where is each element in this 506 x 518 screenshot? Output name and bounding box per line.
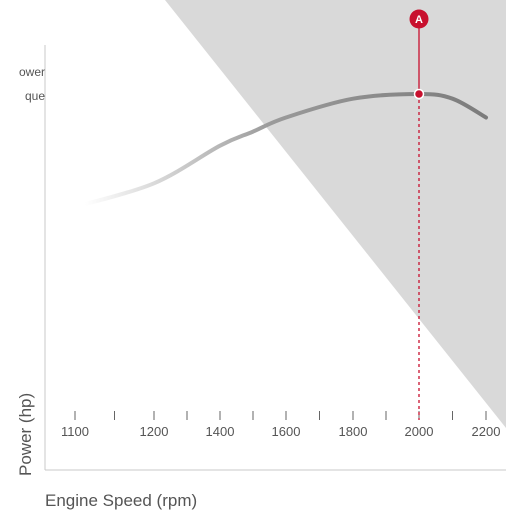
marker-point[interactable] bbox=[413, 88, 425, 100]
x-tick-label: 1200 bbox=[140, 424, 169, 439]
x-tick-label: 2000 bbox=[405, 424, 434, 439]
x-axis-title: Engine Speed (rpm) bbox=[45, 491, 197, 510]
x-tick-label: 2200 bbox=[472, 424, 501, 439]
y-axis-title: Power (hp) bbox=[16, 393, 35, 476]
legend-power-label: ower bbox=[19, 65, 45, 79]
x-axis-ticks: 1100 1200 1400 1600 1800 2000 2200 bbox=[61, 411, 500, 439]
x-tick-label: 1100 bbox=[61, 424, 89, 439]
shaded-region bbox=[165, 0, 506, 428]
power-curve bbox=[73, 91, 488, 209]
marker-badge[interactable] bbox=[409, 9, 429, 29]
marker-badge-label: A bbox=[415, 14, 423, 26]
x-tick-label: 1400 bbox=[206, 424, 235, 439]
x-tick-label: 1800 bbox=[339, 424, 368, 439]
legend-torque-label: que bbox=[25, 89, 45, 103]
x-tick-label: 1600 bbox=[272, 424, 301, 439]
